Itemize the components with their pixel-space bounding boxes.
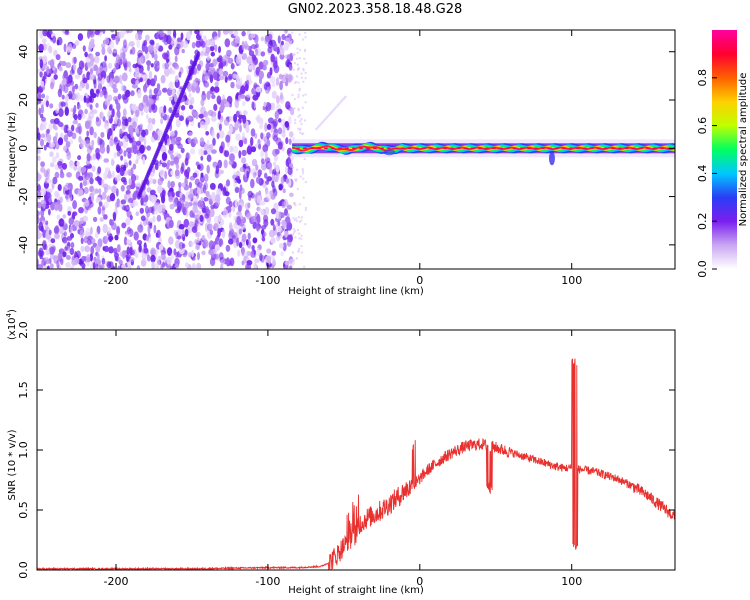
x-tick-label-top-3: 100 [561,274,582,287]
colorbar [712,30,737,269]
x-tick-label-bot-2: 0 [416,575,423,588]
faint-trace [315,95,347,131]
snr-xlabel: Height of straight line (km) [288,585,424,596]
snr-plot [37,358,675,570]
colorbar-tick-label-0: 0.0 [696,260,709,278]
y-tick-label-top-1: -20 [17,188,30,206]
colorbar-tick-label-3: 0.6 [696,117,709,135]
colorbar-tick-label-4: 0.8 [696,69,709,87]
ridge-dip-2 [383,149,396,156]
snr-ylabel: SNR (10 * v/v) [7,429,18,500]
snr-scale-factor: (x104) [5,309,18,340]
x-tick-label-top-2: 0 [416,274,423,287]
ridge-dip [548,151,555,166]
y-tick-label-top-3: 20 [17,93,30,107]
y-tick-label-top-0: -40 [17,236,30,254]
snr-layer: -200 -100 0 100 0.0 0.5 1.0 1.5 2.0 Height of str… [5,309,676,596]
y-tick-label-bot-4: 2.0 [17,321,30,339]
x-tick-label-bot-3: 100 [561,575,582,588]
colorbar-tick-label-2: 0.4 [696,165,709,183]
y-tick-label-top-4: 40 [17,45,30,59]
x-tick-label-bot-0: -200 [104,575,129,588]
colorbar-layer: 0.0 0.2 0.4 0.6 0.8 Normalized spectral ampli… [696,30,749,278]
y-tick-label-bot-0: 0.0 [17,561,30,579]
colorbar-tick-label-1: 0.2 [696,212,709,230]
x-tick-label-top-0: -200 [104,274,129,287]
x-tick-label-bot-1: -100 [255,575,280,588]
spectrogram-xlabel: Height of straight line (km) [288,286,424,297]
figure-title: GN02.2023.358.18.48.G28 [287,2,463,17]
spectrogram-ylabel: Frequency (Hz) [7,112,18,188]
colorbar-label: Normalized spectral amplitude [738,73,749,227]
ridge [292,139,675,166]
noise-region [37,30,308,269]
snr-ticks: -200 -100 0 100 0.0 0.5 1.0 1.5 2.0 [17,321,675,588]
noise-streak [137,51,201,200]
y-tick-label-top-2: 0 [17,145,30,152]
snr-series-line-0 [37,358,675,570]
y-tick-label-bot-1: 0.5 [17,501,30,519]
y-tick-label-bot-2: 1.0 [17,441,30,459]
y-tick-label-bot-3: 1.5 [17,381,30,399]
x-tick-label-top-1: -100 [255,274,280,287]
spectrogram-frame [36,29,676,270]
spectrogram-plot [37,30,675,269]
